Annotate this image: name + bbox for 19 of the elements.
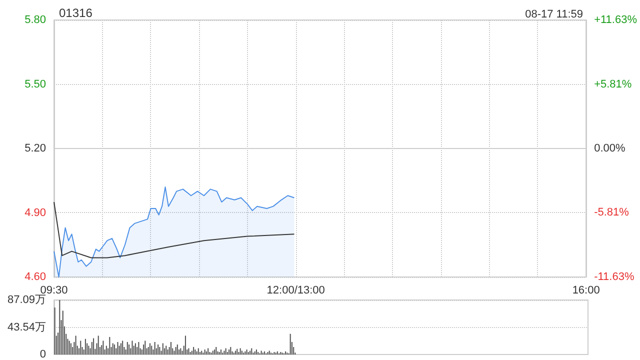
- y-tick-label: 43.54万: [7, 321, 46, 334]
- y-tick-label: 5.50: [24, 78, 46, 90]
- y-tick-label: 0: [40, 348, 46, 360]
- x-tick-label: 09:30: [40, 284, 68, 296]
- x-tick-label: 16:00: [572, 284, 600, 296]
- line-series: [54, 202, 295, 258]
- y2-tick-label: +5.81%: [594, 78, 632, 90]
- y-tick-label: 4.60: [24, 271, 46, 283]
- y-tick-label: 5.20: [24, 142, 46, 154]
- y-tick-label: 87.09万: [7, 294, 46, 306]
- x-tick-label: 12:00/13:00: [266, 284, 325, 296]
- chart-subtitle: 08-17 11:59: [525, 8, 584, 20]
- y2-tick-label: +11.63%: [594, 14, 638, 26]
- y-tick-label: 4.90: [24, 206, 46, 219]
- y2-tick-label: 0.00%: [594, 142, 626, 154]
- y2-tick-label: -5.81%: [594, 206, 630, 219]
- y2-tick-label: -11.63%: [594, 271, 634, 283]
- y-tick-label: 5.80: [24, 14, 46, 26]
- chart-title: 01316: [59, 6, 93, 20]
